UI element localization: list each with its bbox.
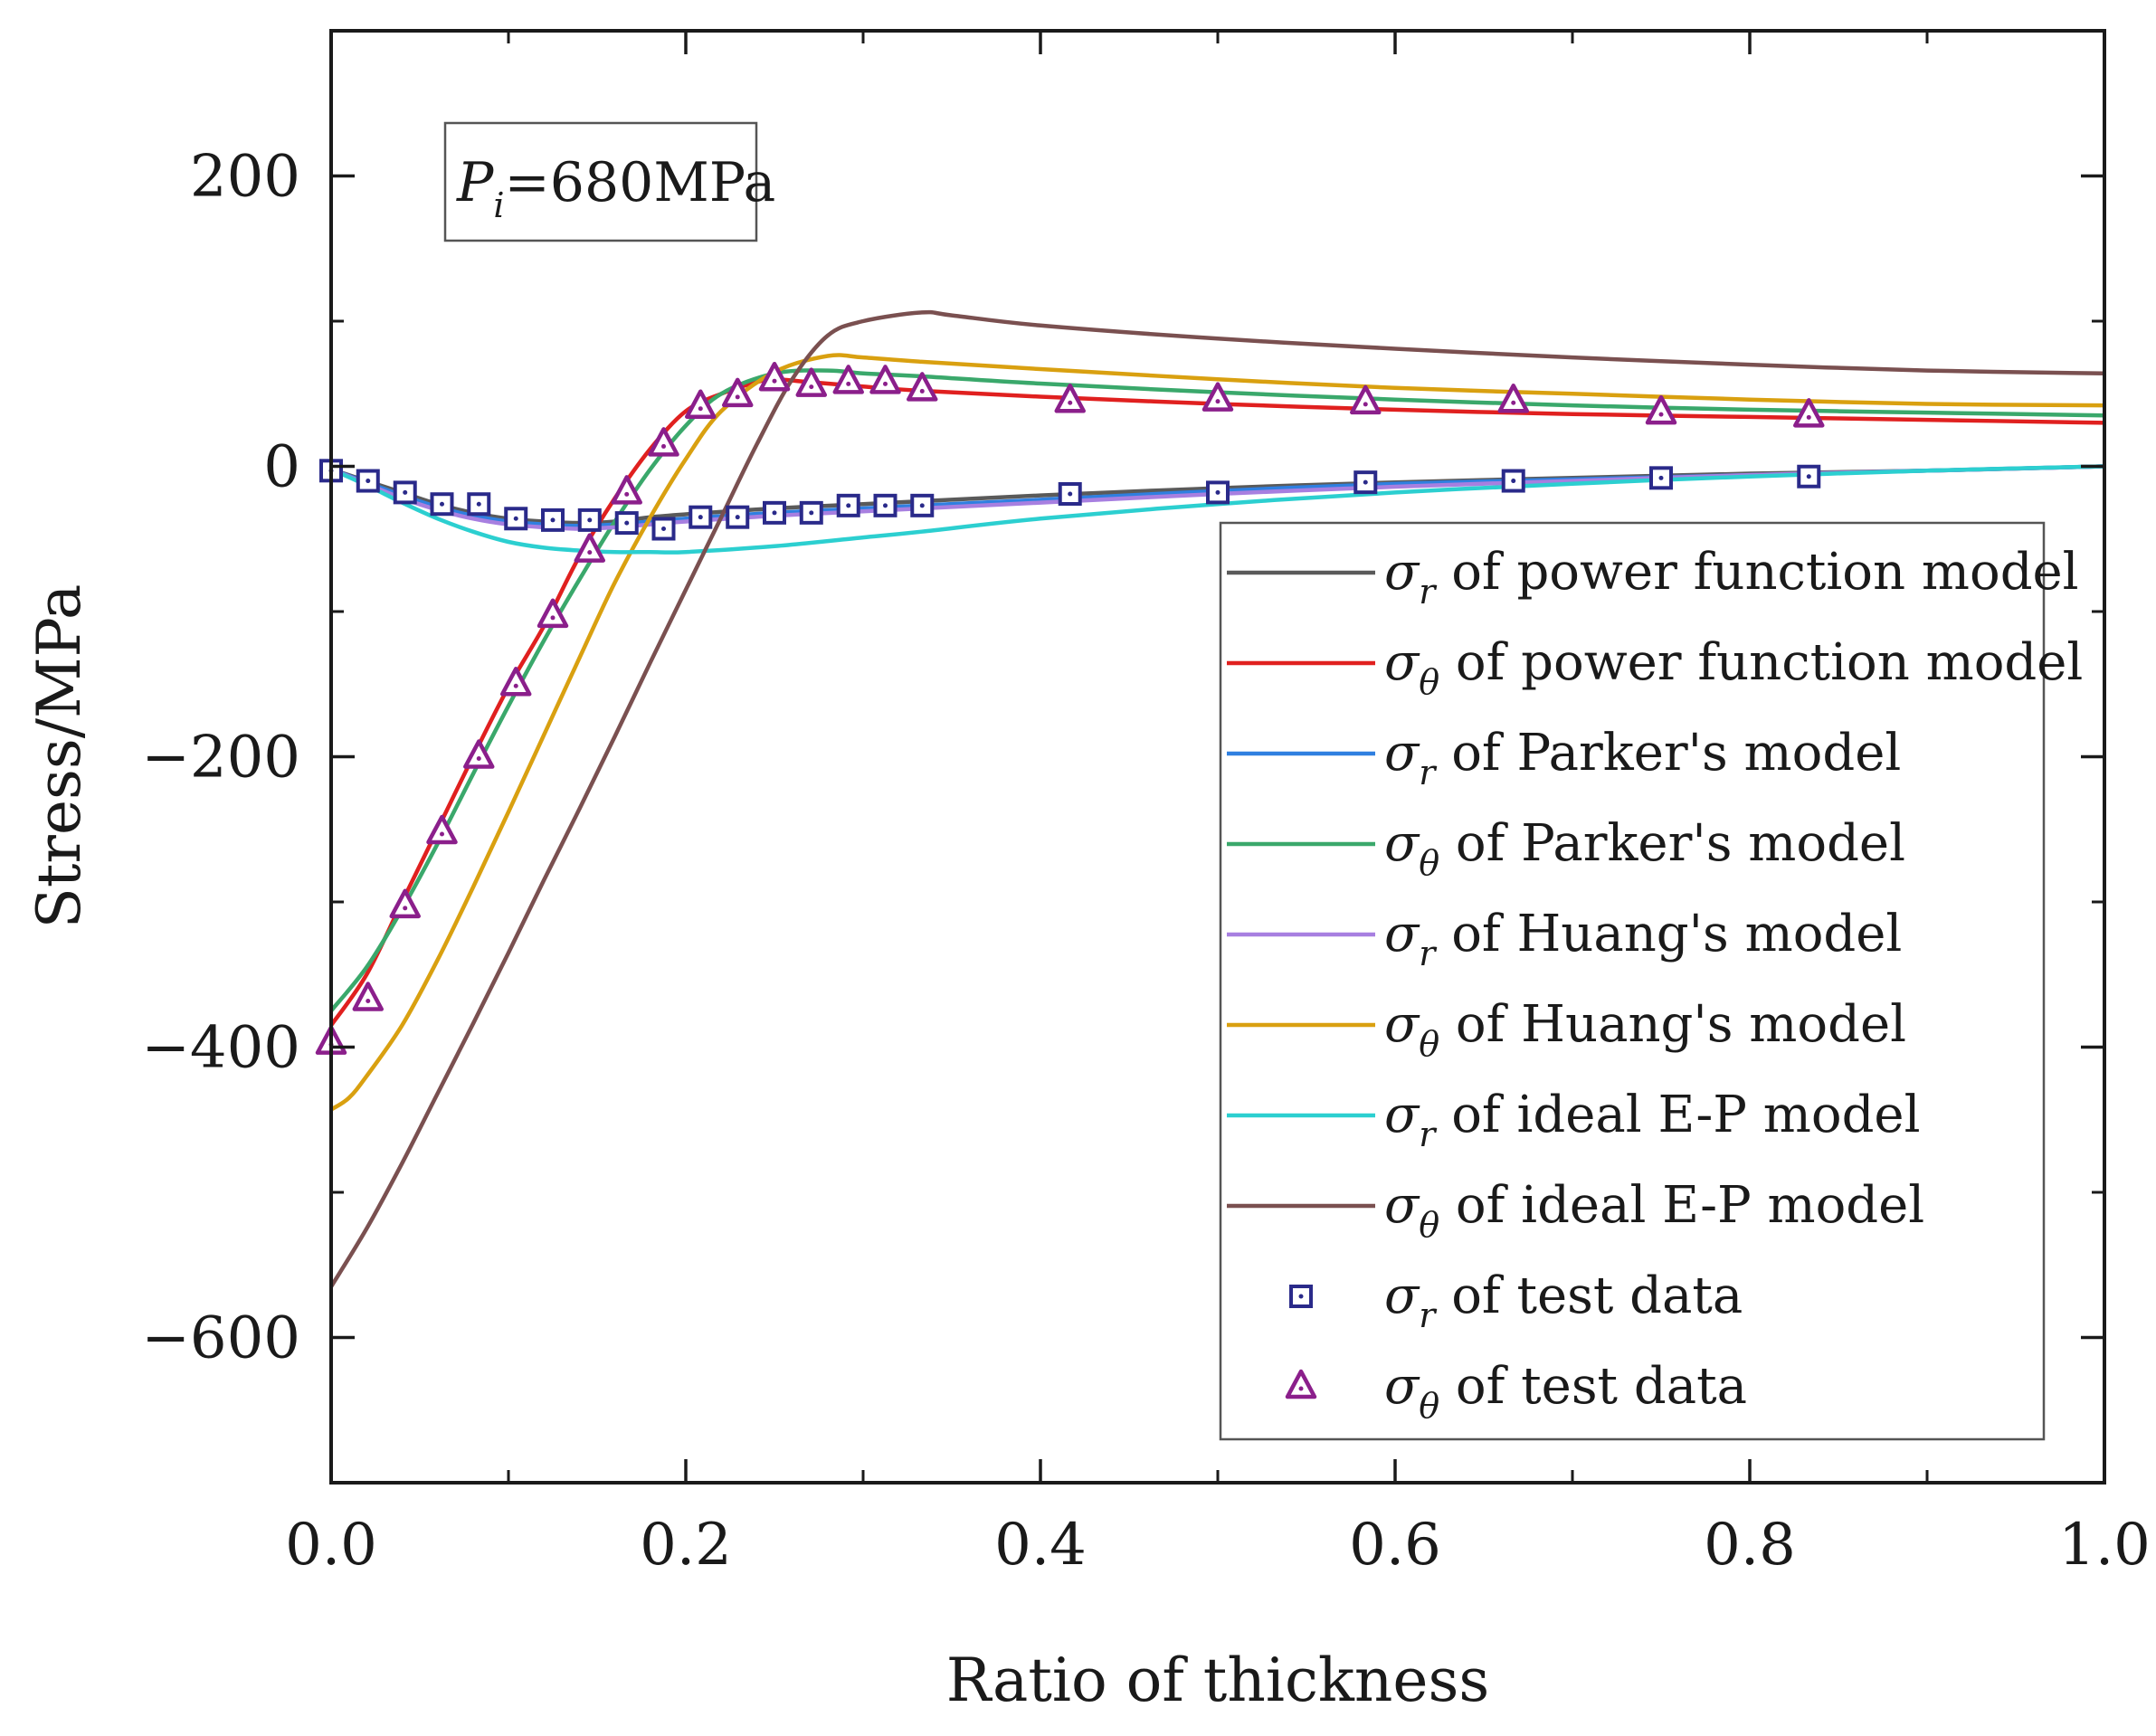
legend-entry: σr of power function model [1227, 543, 2079, 612]
annotation-box: Pi=680MPa [443, 121, 775, 242]
data-point-triangle [832, 365, 864, 394]
data-point-triangle [1350, 384, 1382, 415]
data-point-triangle [499, 667, 532, 697]
x-tick-label: 0.2 [640, 1512, 732, 1579]
y-tick-label: 200 [190, 144, 300, 211]
data-point-triangle [352, 982, 385, 1011]
data-point-square [763, 500, 786, 525]
data-point-square [689, 505, 713, 529]
legend-entry: σr of ideal E-P model [1227, 1086, 1920, 1154]
data-point-square [393, 480, 417, 505]
y-tick-label: 0 [263, 434, 300, 501]
data-point-triangle [426, 814, 458, 845]
legend-label: σr of Huang's model [1384, 905, 1902, 973]
data-point-square [430, 492, 454, 517]
data-point-triangle [1054, 384, 1086, 413]
data-point-triangle [1793, 398, 1825, 428]
legend-entry: σθ of Huang's model [1227, 995, 1906, 1064]
data-point-square [1649, 466, 1673, 490]
data-point-square [1797, 464, 1821, 489]
legend-entry: σr of test data [1289, 1266, 1743, 1335]
annotation-prefix: P [456, 151, 495, 214]
y-tick-label: −200 [141, 725, 300, 792]
data-point-triangle [1645, 394, 1677, 425]
data-point-square [799, 500, 823, 525]
legend-label: σθ of power function model [1384, 633, 2083, 702]
data-point-square [1501, 469, 1525, 493]
data-point-triangle [463, 739, 495, 769]
legend-entry: σr of Huang's model [1227, 905, 1902, 973]
x-tick-label: 0.6 [1349, 1512, 1441, 1579]
y-tick-label: −600 [141, 1305, 300, 1372]
data-point-triangle [721, 377, 754, 408]
x-tick-label: 0.0 [285, 1512, 377, 1579]
tick-layer [329, 31, 2106, 1483]
series-line-3 [331, 368, 2104, 1013]
data-point-square [910, 493, 935, 517]
svg-text:Pi=680MPa: Pi=680MPa [456, 151, 775, 225]
data-point-square [541, 508, 565, 532]
legend-label: σθ of Huang's model [1384, 995, 1906, 1064]
data-point-triangle [869, 365, 901, 394]
data-point-triangle [685, 389, 717, 419]
legend-label: σθ of test data [1384, 1357, 1747, 1426]
data-point-triangle [389, 888, 421, 919]
data-point-triangle [907, 372, 938, 402]
legend-box [1219, 521, 2046, 1441]
data-point-square [356, 469, 380, 493]
legend-label: σr of power function model [1384, 543, 2079, 612]
tick-label-layer: 0.0 0.2 0.4 0.6 0.8 1.0 −600 −400 −200 0 200 [141, 144, 2151, 1579]
data-point-triangle [574, 533, 606, 563]
legend-entry: σθ of test data [1285, 1357, 1747, 1426]
legend-entry: σr of Parker's model [1227, 724, 1901, 792]
data-point-triangle [1497, 384, 1529, 413]
legend-label: σr of Parker's model [1384, 724, 1901, 792]
data-point-triangle [537, 598, 569, 629]
data-point-square [651, 517, 676, 541]
legend-entry: σθ of power function model [1227, 633, 2083, 702]
legend-label: σθ of ideal E-P model [1384, 1176, 1924, 1245]
x-tick-label: 1.0 [2058, 1512, 2151, 1579]
annotation-subscript: i [493, 185, 504, 225]
legend: σr of power function model σθ of power fu… [1219, 521, 2083, 1441]
data-point-square [726, 505, 750, 529]
data-point-triangle [758, 361, 791, 392]
series-line-7 [331, 309, 2104, 1289]
data-point-square [836, 493, 860, 517]
legend-entry: σθ of Parker's model [1227, 814, 1905, 883]
data-point-square [577, 508, 602, 532]
data-point-square [614, 511, 639, 536]
y-tick-label: −400 [141, 1015, 300, 1082]
x-tick-label: 0.4 [994, 1512, 1087, 1579]
x-tick-label: 0.8 [1704, 1512, 1796, 1579]
y-axis-title: Stress/MPa [24, 584, 94, 929]
data-point-square [504, 507, 528, 531]
data-point-triangle [1201, 382, 1234, 412]
data-point-triangle [795, 367, 828, 397]
x-axis-title: Ratio of thickness [946, 1646, 1489, 1715]
legend-label: σθ of Parker's model [1384, 814, 1905, 883]
legend-swatch [1285, 1369, 1317, 1399]
data-point-square [1058, 481, 1082, 506]
legend-entry: σθ of ideal E-P model [1227, 1176, 1924, 1245]
data-point-square [467, 492, 491, 517]
data-point-triangle [611, 475, 642, 505]
legend-label: σr of test data [1384, 1266, 1743, 1335]
data-point-square [873, 493, 898, 517]
data-point-triangle [648, 427, 679, 457]
legend-swatch [1289, 1285, 1313, 1308]
legend-label: σr of ideal E-P model [1384, 1086, 1920, 1154]
annotation-text: =680MPa [505, 151, 776, 214]
data-point-square [1353, 470, 1378, 495]
data-point-square [1206, 480, 1230, 505]
